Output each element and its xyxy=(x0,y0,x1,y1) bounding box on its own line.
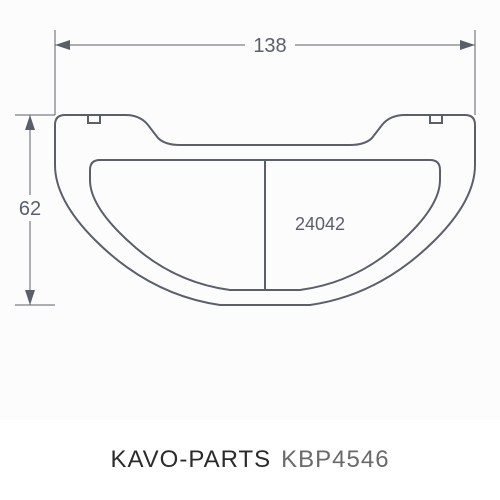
part-number: KBP4546 xyxy=(281,446,389,474)
width-label: 138 xyxy=(253,35,286,57)
brand-name: KAVO-PARTS xyxy=(110,446,271,474)
pad-notch-right xyxy=(430,115,442,123)
arrow-bottom-h xyxy=(25,290,35,305)
arrow-right-w xyxy=(460,40,475,50)
pad-notch-left xyxy=(88,115,100,123)
arrow-left-w xyxy=(55,40,70,50)
caption: KAVO-PARTS KBP4546 xyxy=(0,420,500,500)
brake-pad-diagram: 138 62 24042 xyxy=(0,0,500,420)
part-code-label: 24042 xyxy=(295,214,345,234)
height-label: 62 xyxy=(19,198,41,220)
arrow-top-h xyxy=(25,115,35,130)
